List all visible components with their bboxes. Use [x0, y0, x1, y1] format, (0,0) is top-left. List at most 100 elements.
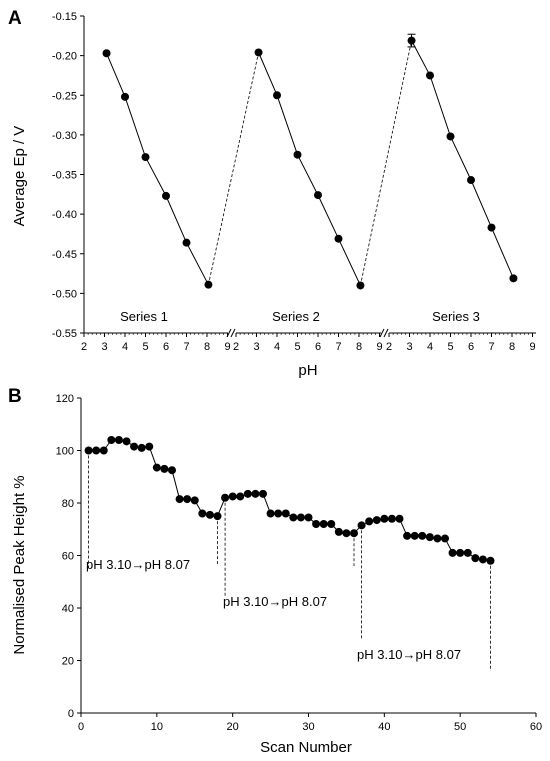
y-tick-label: -0.50: [52, 288, 77, 300]
data-point: [456, 548, 465, 557]
x-tick-label: 6: [163, 341, 169, 353]
series-1-line: [106, 53, 209, 285]
x-tick-label: 6: [468, 341, 474, 353]
data-point: [486, 556, 495, 565]
series-1-point: [182, 238, 191, 247]
y-tick-label: -0.45: [52, 249, 77, 261]
y-tick-label: -0.20: [52, 51, 77, 63]
y-tick-label: -0.55: [52, 328, 77, 340]
data-point: [281, 509, 290, 518]
x-tick-label: 5: [447, 341, 453, 353]
x-tick-label: 2: [81, 341, 87, 353]
data-point: [205, 510, 214, 519]
x-tick-label: 7: [335, 341, 341, 353]
data-point: [221, 493, 230, 502]
panel-b-annotation-lines: [88, 450, 491, 671]
y-tick-label: -0.15: [52, 11, 77, 23]
data-point: [145, 442, 154, 451]
series-1-point: [162, 191, 170, 200]
data-point: [99, 446, 108, 455]
y-tick-label: 20: [62, 656, 74, 668]
data-point: [183, 495, 192, 504]
panel-a-axes: [83, 16, 536, 338]
series-3-label: Series 3: [432, 309, 480, 324]
panel-b-points: [84, 436, 495, 565]
x-tick-label: 4: [427, 341, 433, 353]
data-point: [168, 466, 176, 475]
data-point: [92, 446, 101, 455]
y-tick-label: 120: [56, 393, 74, 405]
data-connector: [171, 470, 181, 500]
x-tick-label: 50: [454, 721, 466, 733]
data-point: [152, 463, 161, 472]
data-point: [243, 489, 252, 498]
data-point: [190, 496, 199, 505]
y-tick-label: -0.40: [52, 209, 77, 221]
y-tick-label: 60: [62, 551, 74, 563]
y-tick-label: -0.25: [52, 90, 77, 102]
panel-a-ticks: -0.15 -0.20 -0.25 -0.30 -0.35 -0.40 -0.45 -0.50…: [52, 11, 536, 353]
data-point: [478, 555, 487, 564]
data-point: [403, 531, 412, 540]
y-tick-label: 100: [56, 446, 74, 458]
x-tick-label: 7: [488, 341, 494, 353]
series-1-point: [204, 280, 213, 289]
x-tick-label: 3: [101, 341, 107, 353]
series-connector-dashed: [360, 40, 412, 286]
annotation-label-2: pH 3.10→pH 8.07: [223, 594, 327, 609]
series-3-line: [411, 40, 514, 279]
panel-a-y-axis-label: Average Ep / V: [11, 126, 28, 227]
axis-break-mark-1: [230, 328, 236, 338]
y-tick-label: 80: [62, 498, 74, 510]
data-point: [342, 529, 351, 538]
series-2-point: [314, 191, 322, 200]
data-point: [418, 531, 427, 540]
series-1-point: [121, 92, 129, 101]
panel-a-series-labels: Series 1 Series 2 Series 3: [120, 309, 480, 324]
x-tick-label: 8: [356, 341, 362, 353]
series-2-point: [356, 281, 365, 290]
data-point: [471, 554, 480, 563]
series-1-label: Series 1: [120, 309, 168, 324]
data-point: [327, 520, 336, 528]
x-tick-label: 3: [406, 341, 412, 353]
panel-b: B 0 20 40 60 80 100 120 0 10 20 30 40 50 60 pH 3.10→p…: [8, 386, 542, 756]
x-tick-label: 40: [378, 721, 390, 733]
x-tick-label: 4: [274, 341, 280, 353]
panel-a-x-axis-label: pH: [298, 362, 317, 379]
panel-b-label: B: [8, 386, 22, 407]
data-point: [304, 513, 313, 522]
data-point: [251, 489, 260, 498]
data-point: [357, 521, 366, 530]
data-point: [365, 517, 374, 526]
panel-a-points: [102, 33, 518, 290]
data-point: [274, 509, 283, 518]
panel-b-y-axis-label: Normalised Peak Height %: [11, 475, 28, 654]
y-tick-label: 0: [68, 708, 74, 720]
panel-a-label: A: [8, 8, 22, 29]
y-tick-label: -0.30: [52, 130, 77, 142]
annotation-label-3: pH 3.10→pH 8.07: [357, 647, 461, 662]
panel-a-lines: [106, 40, 514, 286]
data-point: [312, 520, 321, 528]
panel-a: A -0.15-0.20-0.25-0.30-0.35-0.40-0.45-0.…: [8, 8, 536, 379]
series-2-point: [273, 91, 281, 100]
x-tick-label: 60: [530, 721, 542, 733]
series-1-point: [141, 153, 150, 162]
x-tick-label: 0: [78, 721, 84, 733]
series-3-point: [426, 71, 434, 80]
data-point: [236, 492, 245, 501]
series-2-label: Series 2: [272, 309, 320, 324]
series-3-point: [487, 223, 496, 232]
data-point: [334, 527, 343, 536]
series-3-point: [509, 274, 518, 283]
panel-b-x-axis-label: Scan Number: [260, 739, 352, 756]
x-tick-label: 9: [529, 341, 535, 353]
data-point: [319, 520, 328, 528]
series-3-point: [467, 176, 475, 185]
data-point: [213, 512, 222, 521]
x-tick-label: 30: [302, 721, 314, 733]
axis-break-mark-2: [379, 328, 385, 338]
data-point: [433, 534, 442, 543]
data-point: [372, 516, 381, 525]
